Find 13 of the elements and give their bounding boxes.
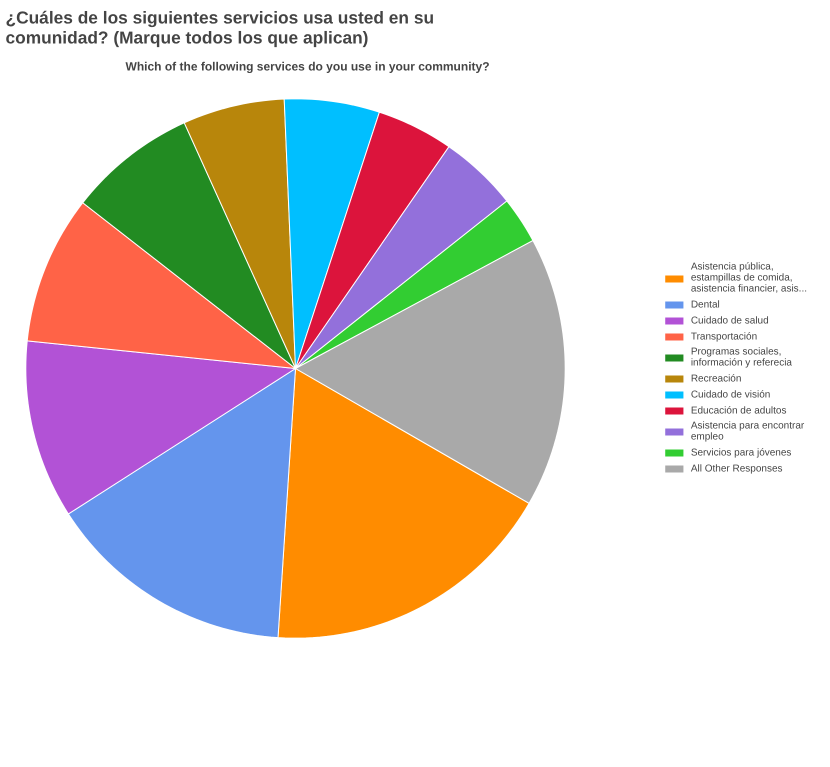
legend-label: Programas sociales, información y referecia xyxy=(690,346,792,368)
legend-label: Cuidado de visión xyxy=(690,388,770,400)
chart-title: Which of the following services do you use in your community? xyxy=(126,60,490,74)
legend-label: All Other Responses xyxy=(690,462,783,474)
legend-label: Servicios para jóvenes xyxy=(690,446,792,458)
chart-subtitle: ¿Cuáles de los siguientes servicios usa usted en su comunidad? (Marque todos los que aplican) xyxy=(6,8,434,48)
legend-label: Recreación xyxy=(690,372,742,384)
legend-label: Asistencia para encontrar empleo xyxy=(690,420,804,442)
legend-label: Dental xyxy=(690,298,720,310)
legend-label: Transportación xyxy=(690,330,758,342)
legend-label: Asistencia pública, estampillas de comida, asistencia financier, asis... xyxy=(690,262,807,294)
legend-label: Cuidado de salud xyxy=(690,314,769,326)
legend-label: Educación de adultos xyxy=(690,404,786,416)
